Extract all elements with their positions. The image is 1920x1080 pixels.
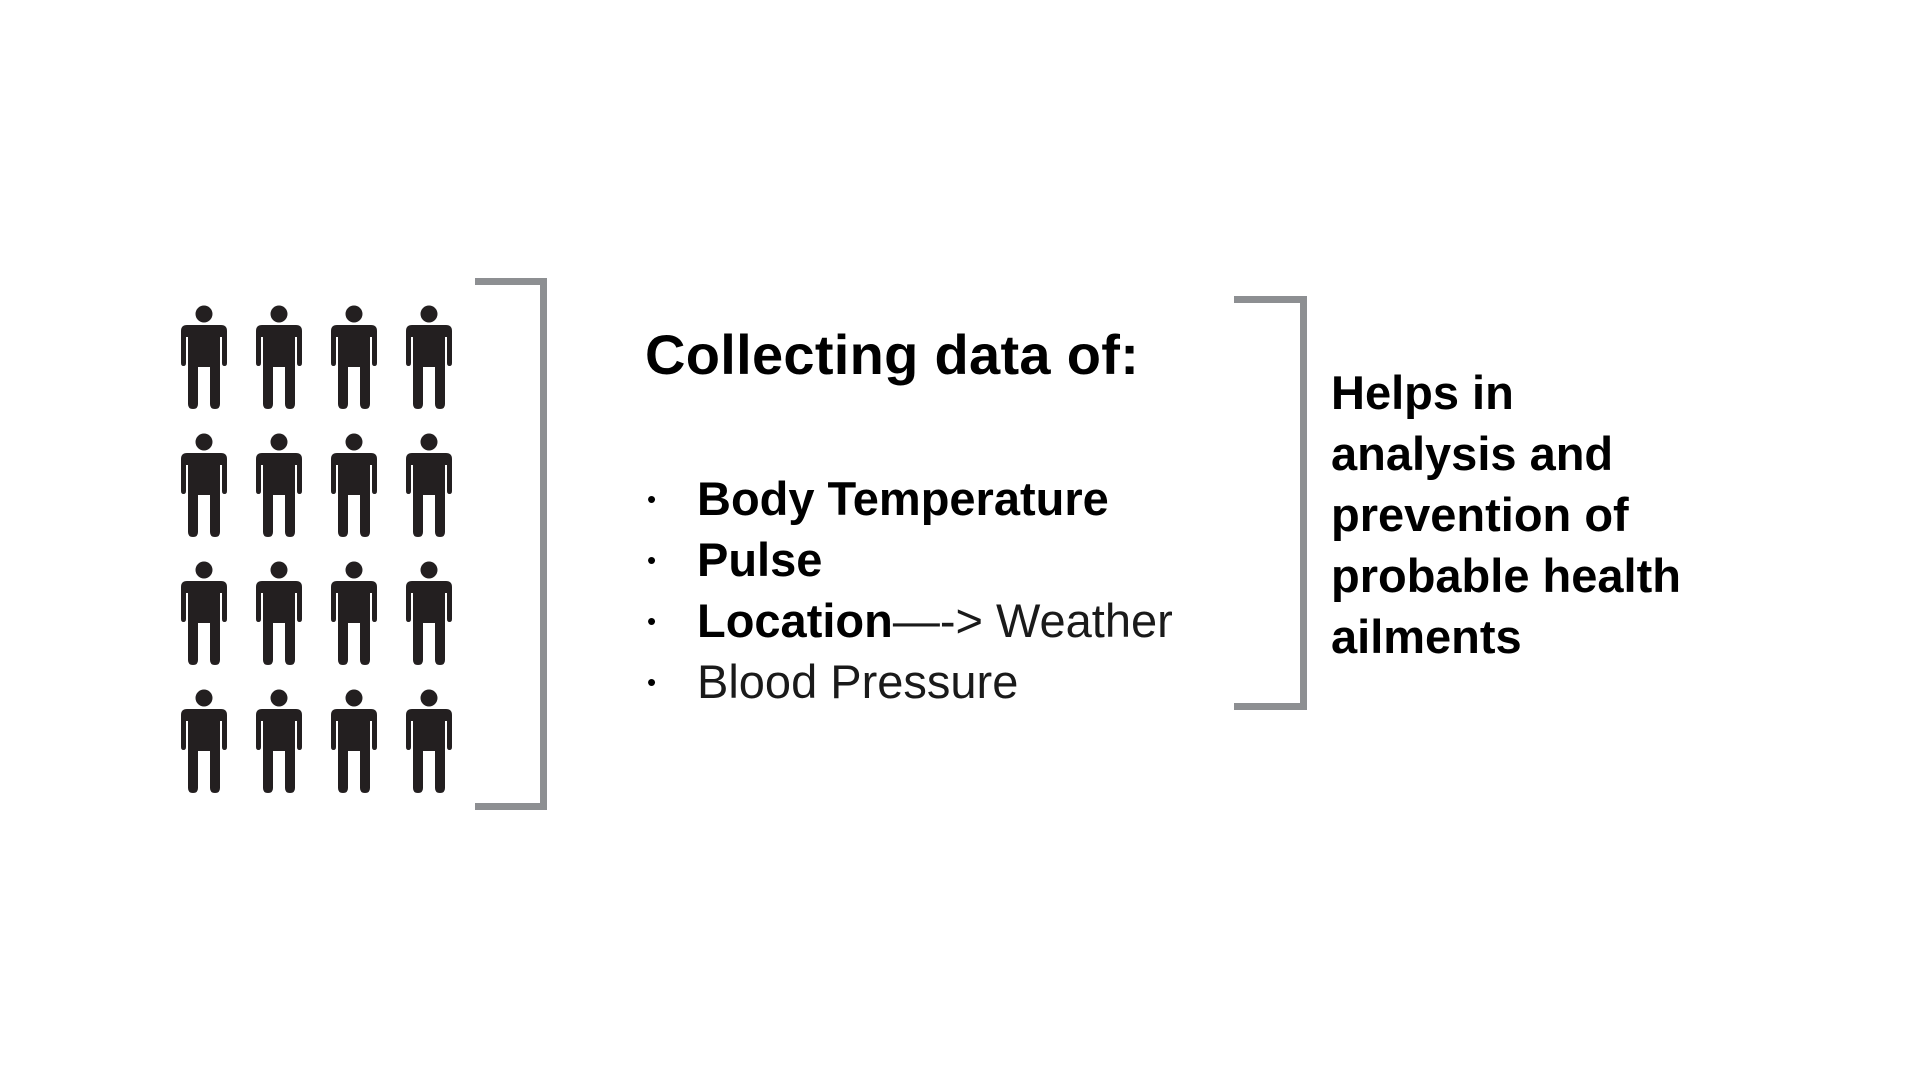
- outcome-text: Helps in analysis and prevention of prob…: [1331, 362, 1751, 667]
- person-icon: [180, 305, 228, 409]
- list-item: • Location —-> Weather: [645, 590, 1173, 651]
- person-icon: [330, 689, 378, 793]
- list-item: • Body Temperature: [645, 468, 1173, 529]
- person-icon: [330, 561, 378, 665]
- list-item: • Pulse: [645, 529, 1173, 590]
- outcome-line: prevention of: [1331, 488, 1629, 541]
- person-icon: [405, 433, 453, 537]
- item-light-text: Blood Pressure: [697, 655, 1019, 708]
- bullet-icon: •: [647, 605, 657, 636]
- bullet-icon: •: [647, 483, 657, 514]
- people-grid: [180, 305, 460, 793]
- outcome-line: probable health: [1331, 549, 1681, 602]
- person-icon: [405, 689, 453, 793]
- right-bracket: [1234, 296, 1307, 710]
- person-icon: [330, 433, 378, 537]
- person-icon: [255, 689, 303, 793]
- person-icon: [255, 433, 303, 537]
- person-icon: [405, 305, 453, 409]
- person-icon: [330, 305, 378, 409]
- item-bold-text: Location: [697, 594, 893, 647]
- bullet-icon: •: [647, 544, 657, 575]
- item-light-text: —-> Weather: [892, 594, 1173, 647]
- outcome-line: ailments: [1331, 610, 1522, 663]
- left-bracket: [475, 278, 547, 810]
- person-icon: [255, 305, 303, 409]
- list-item: • Blood Pressure: [645, 651, 1173, 712]
- outcome-line: analysis and: [1331, 427, 1614, 480]
- item-bold-text: Pulse: [697, 533, 823, 586]
- heading: Collecting data of:: [645, 323, 1140, 386]
- person-icon: [255, 561, 303, 665]
- outcome-line: Helps in: [1331, 366, 1514, 419]
- person-icon: [180, 689, 228, 793]
- person-icon: [180, 433, 228, 537]
- person-icon: [180, 561, 228, 665]
- bullet-icon: •: [647, 666, 657, 697]
- data-list: • Body Temperature • Pulse • Location —-…: [645, 468, 1173, 712]
- item-bold-text: Body Temperature: [697, 472, 1109, 525]
- person-icon: [405, 561, 453, 665]
